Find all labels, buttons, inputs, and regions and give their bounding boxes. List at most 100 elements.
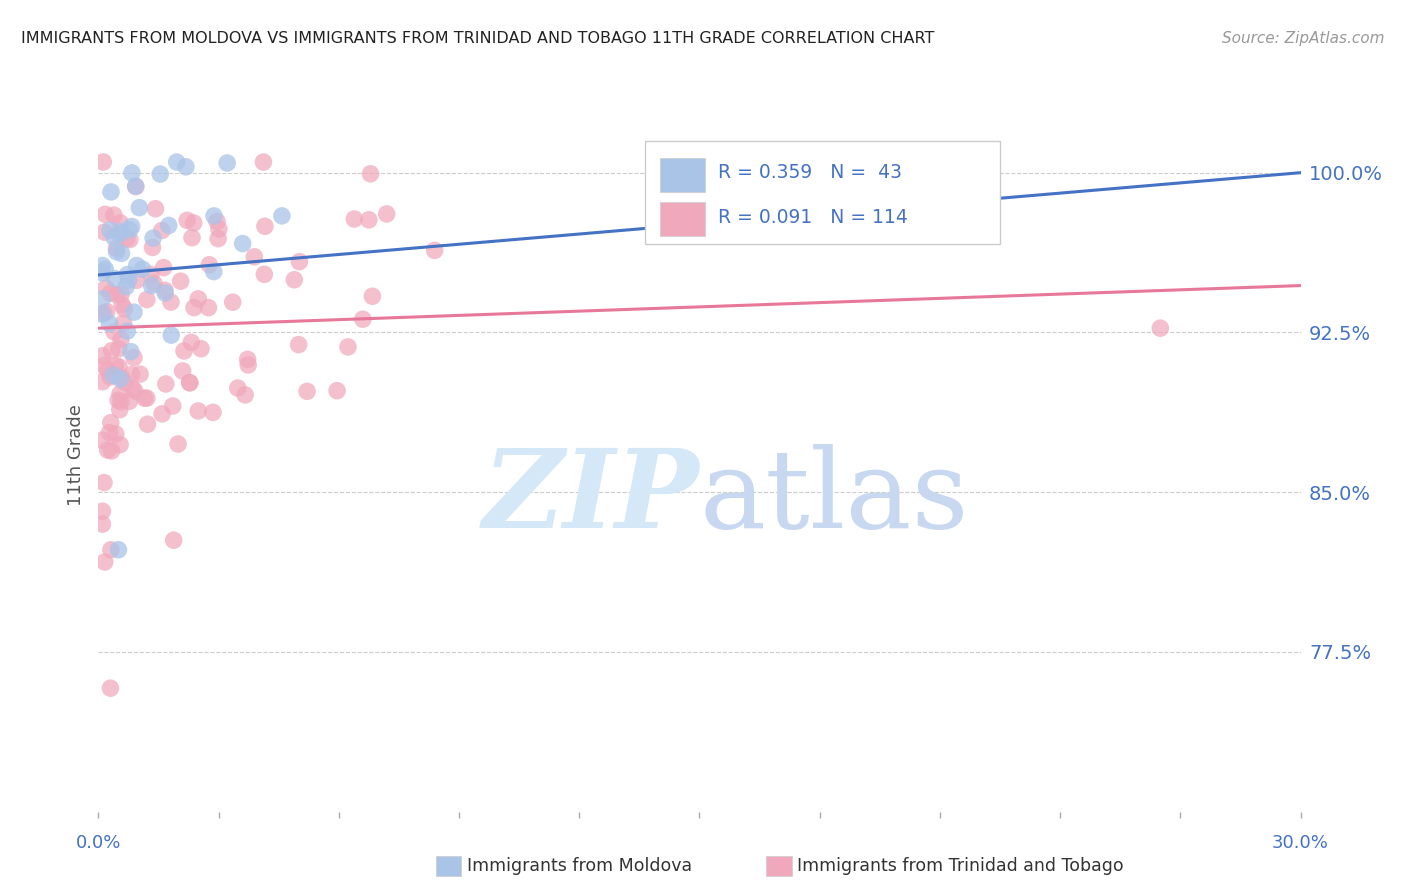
Point	[176, 213, 198, 227]
Point	[122, 305, 145, 319]
Point	[283, 273, 305, 287]
Point	[94, 207, 117, 221]
Point	[97, 442, 120, 457]
Point	[153, 285, 176, 300]
Point	[124, 179, 146, 194]
Point	[118, 223, 141, 237]
Point	[110, 287, 132, 301]
Point	[91, 504, 114, 518]
Point	[128, 201, 150, 215]
Point	[222, 295, 245, 310]
Text: Immigrants from Trinidad and Tobago: Immigrants from Trinidad and Tobago	[797, 857, 1123, 875]
Point	[91, 155, 114, 169]
Point	[93, 359, 115, 373]
Point	[108, 227, 131, 241]
Point	[117, 268, 139, 282]
Point	[93, 306, 115, 320]
Point	[98, 223, 121, 237]
Point	[1149, 321, 1171, 335]
FancyBboxPatch shape	[659, 158, 706, 192]
Point	[180, 335, 202, 350]
Point	[187, 292, 209, 306]
Point	[110, 332, 132, 346]
Text: ZIP: ZIP	[482, 444, 700, 551]
Point	[238, 358, 260, 372]
Point	[94, 281, 117, 295]
Point	[98, 370, 121, 384]
Point	[104, 427, 127, 442]
Point	[124, 384, 146, 398]
Point	[100, 416, 122, 430]
Point	[100, 185, 122, 199]
Point	[104, 359, 127, 373]
Point	[91, 259, 114, 273]
Point	[287, 337, 309, 351]
Point	[108, 402, 131, 417]
Point	[142, 231, 165, 245]
Point	[110, 224, 132, 238]
Point	[98, 286, 121, 301]
Point	[157, 219, 180, 233]
Point	[110, 246, 132, 260]
Point	[208, 222, 231, 236]
Point	[107, 342, 129, 356]
Point	[252, 155, 274, 169]
Point	[423, 244, 446, 258]
Point	[105, 287, 128, 301]
Point	[100, 443, 122, 458]
Point	[183, 216, 205, 230]
Point	[100, 542, 122, 557]
Point	[91, 433, 114, 447]
Point	[145, 202, 167, 216]
Point	[107, 393, 129, 408]
Point	[150, 223, 173, 237]
Point	[288, 254, 311, 268]
Point	[271, 209, 294, 223]
Point	[163, 533, 186, 548]
Point	[198, 258, 221, 272]
Point	[142, 277, 165, 291]
Point	[326, 384, 349, 398]
Point	[118, 233, 141, 247]
Point	[91, 517, 114, 532]
Point	[115, 279, 138, 293]
Point	[179, 376, 201, 390]
Point	[183, 301, 205, 315]
Point	[104, 271, 127, 285]
Point	[135, 293, 157, 307]
Point	[174, 160, 197, 174]
Point	[179, 376, 201, 390]
Point	[121, 219, 143, 234]
Point	[98, 317, 121, 331]
Point	[121, 368, 143, 382]
Point	[93, 475, 115, 490]
Text: atlas: atlas	[700, 444, 969, 551]
Point	[110, 372, 132, 386]
Point	[207, 232, 229, 246]
Point	[187, 404, 209, 418]
Point	[114, 376, 136, 390]
Point	[155, 376, 177, 391]
Point	[125, 273, 148, 287]
Point	[91, 375, 114, 389]
Point	[111, 370, 134, 384]
Point	[103, 230, 125, 244]
Text: R = 0.359   N =  43: R = 0.359 N = 43	[717, 163, 901, 182]
Point	[205, 214, 228, 228]
Point	[149, 167, 172, 181]
Point	[91, 266, 114, 280]
Point	[150, 407, 173, 421]
Text: 0.0%: 0.0%	[76, 834, 121, 852]
Point	[103, 208, 125, 222]
Point	[108, 216, 131, 230]
Point	[160, 295, 183, 310]
Point	[139, 268, 162, 282]
Point	[135, 391, 157, 405]
Point	[129, 367, 152, 381]
Point	[181, 230, 204, 244]
Point	[120, 344, 142, 359]
Point	[253, 219, 276, 234]
Point	[108, 437, 131, 451]
Point	[122, 351, 145, 365]
Point	[91, 292, 114, 306]
